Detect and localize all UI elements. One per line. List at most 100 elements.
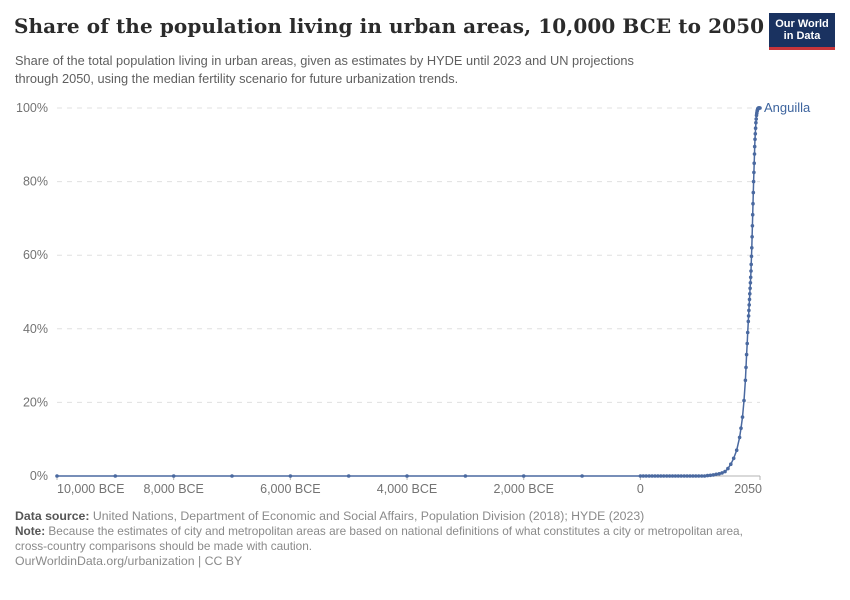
data-point[interactable] <box>740 415 745 419</box>
data-point[interactable] <box>750 235 754 239</box>
data-point[interactable] <box>750 224 755 228</box>
data-point[interactable] <box>754 120 758 125</box>
data-point[interactable] <box>691 474 695 478</box>
data-point[interactable] <box>288 474 293 478</box>
data-point[interactable] <box>758 106 762 110</box>
data-point[interactable] <box>705 473 710 478</box>
series-line-anguilla[interactable] <box>57 107 761 477</box>
data-point[interactable] <box>750 246 754 250</box>
x-tick-label: 4,000 BCE <box>377 482 437 496</box>
chart-subtitle: Share of the total population living in … <box>15 52 634 88</box>
data-point[interactable] <box>723 469 727 474</box>
data-point[interactable] <box>752 161 756 165</box>
data-point[interactable] <box>742 398 746 403</box>
data-point[interactable] <box>664 474 669 478</box>
data-point[interactable] <box>696 474 701 478</box>
data-point[interactable] <box>752 144 757 149</box>
data-point[interactable] <box>751 179 756 184</box>
data-point[interactable] <box>744 352 749 357</box>
data-point[interactable] <box>685 474 689 478</box>
data-point[interactable] <box>748 292 752 296</box>
data-point[interactable] <box>580 474 584 478</box>
data-point[interactable] <box>653 474 657 478</box>
data-point[interactable] <box>737 435 742 440</box>
y-tick-label: 0% <box>30 469 48 483</box>
data-point[interactable] <box>749 254 754 259</box>
data-point[interactable] <box>659 474 663 478</box>
data-point[interactable] <box>726 466 730 471</box>
x-tick-label: 2,000 BCE <box>493 482 553 496</box>
data-point[interactable] <box>720 471 724 475</box>
data-point[interactable] <box>694 474 698 478</box>
data-point[interactable] <box>670 474 675 478</box>
data-point[interactable] <box>746 319 751 324</box>
data-point[interactable] <box>748 286 752 291</box>
data-point[interactable] <box>702 474 707 478</box>
note-text-line-2: cross-country comparisons should be made… <box>15 539 313 553</box>
data-point[interactable] <box>699 474 704 478</box>
data-point[interactable] <box>734 448 739 453</box>
data-point[interactable] <box>747 297 752 302</box>
x-tick-label: 10,000 BCE <box>57 482 124 496</box>
data-point[interactable] <box>753 137 757 142</box>
data-point[interactable] <box>673 474 678 478</box>
data-point[interactable] <box>751 201 755 206</box>
data-point[interactable] <box>171 474 176 478</box>
data-point[interactable] <box>745 341 749 346</box>
data-point[interactable] <box>346 474 351 478</box>
data-point[interactable] <box>745 330 750 335</box>
data-point[interactable] <box>679 474 683 478</box>
data-point[interactable] <box>752 170 756 175</box>
data-point[interactable] <box>731 456 736 461</box>
data-point[interactable] <box>113 474 118 478</box>
data-point[interactable] <box>647 474 651 478</box>
data-point[interactable] <box>644 474 648 478</box>
data-point[interactable] <box>739 426 743 431</box>
data-point[interactable] <box>746 314 751 318</box>
data-point[interactable] <box>463 474 468 478</box>
data-point[interactable] <box>661 474 666 478</box>
note-text-line-1: Because the estimates of city and metrop… <box>45 524 743 538</box>
data-point[interactable] <box>638 474 643 478</box>
data-point[interactable] <box>749 262 753 267</box>
subtitle-line-1: Share of the total population living in … <box>15 53 634 68</box>
data-point[interactable] <box>667 474 672 478</box>
data-point[interactable] <box>711 473 716 477</box>
data-point[interactable] <box>55 474 59 478</box>
data-point[interactable] <box>714 472 718 477</box>
data-source-text: United Nations, Department of Economic a… <box>89 509 645 523</box>
data-point[interactable] <box>682 474 686 478</box>
data-point[interactable] <box>708 473 713 478</box>
citation-link[interactable]: OurWorldinData.org/urbanization | CC BY <box>15 554 243 568</box>
data-point[interactable] <box>753 126 758 130</box>
owid-logo[interactable]: Our World in Data <box>769 13 835 50</box>
data-point[interactable] <box>717 472 721 476</box>
data-point[interactable] <box>747 308 751 313</box>
data-point[interactable] <box>521 474 526 478</box>
data-point[interactable] <box>750 212 755 217</box>
data-point[interactable] <box>748 275 753 280</box>
owid-logo-line-2: in Data <box>783 30 821 42</box>
y-tick-label: 60% <box>23 248 48 262</box>
data-point[interactable] <box>656 474 660 478</box>
data-point[interactable] <box>650 474 654 478</box>
y-tick-label: 80% <box>23 175 48 189</box>
data-point[interactable] <box>744 365 748 370</box>
data-point[interactable] <box>751 190 756 195</box>
data-point[interactable] <box>754 117 758 121</box>
data-point[interactable] <box>230 474 234 478</box>
x-tick-label: 6,000 BCE <box>260 482 320 496</box>
data-point[interactable] <box>641 474 646 478</box>
data-point[interactable] <box>752 152 757 156</box>
data-point[interactable] <box>729 462 733 467</box>
series-label-anguilla[interactable]: Anguilla <box>764 100 811 115</box>
data-point[interactable] <box>405 474 409 478</box>
data-point[interactable] <box>753 132 758 136</box>
data-point[interactable] <box>743 378 748 383</box>
data-point[interactable] <box>676 474 681 478</box>
data-point[interactable] <box>688 474 692 478</box>
data-point[interactable] <box>748 281 753 285</box>
data-point[interactable] <box>747 303 751 307</box>
data-point[interactable] <box>749 269 753 273</box>
